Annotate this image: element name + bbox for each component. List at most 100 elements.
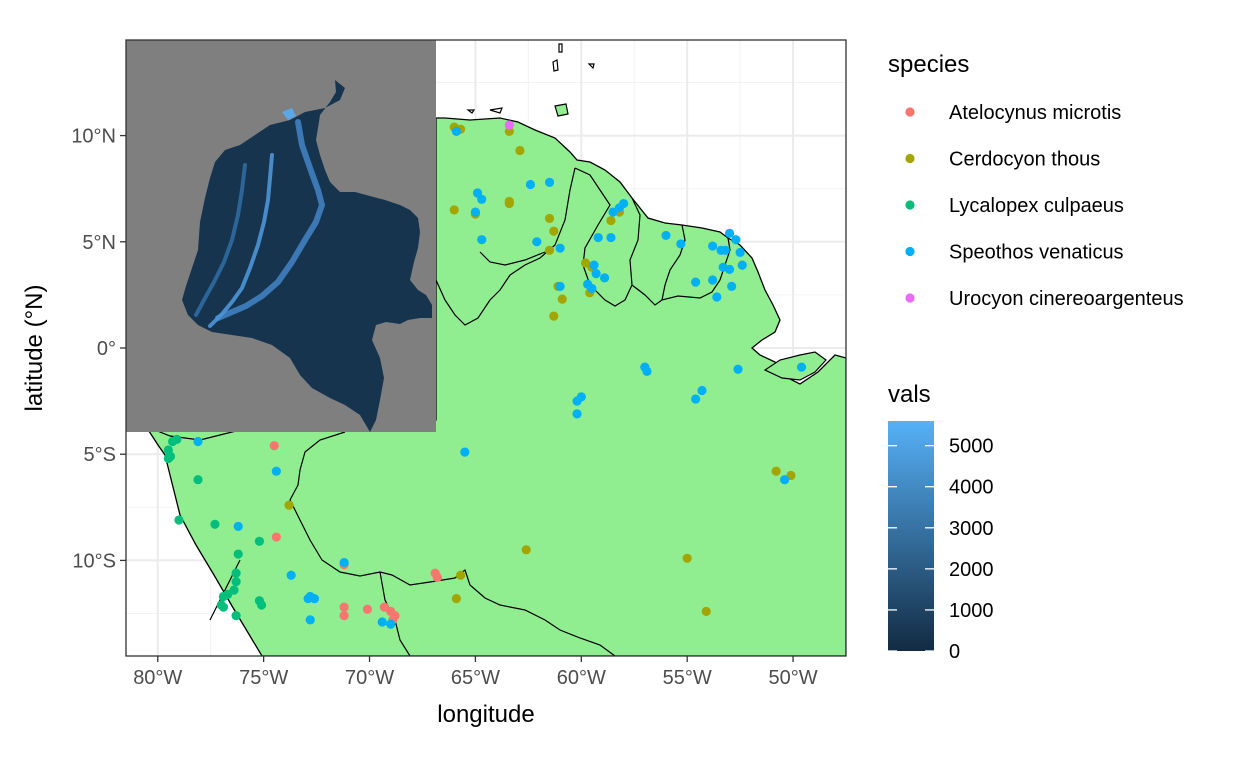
- point-speothos-venaticus: [377, 617, 387, 627]
- point-cerdocyon-thous: [544, 213, 555, 224]
- point-lycalopex-culpaeus: [254, 536, 265, 546]
- point-cerdocyon-thous: [606, 215, 616, 226]
- point-cerdocyon-thous: [449, 205, 459, 215]
- y-axis-title: latitude (°N): [21, 285, 48, 412]
- colorbar-label: 0: [949, 641, 960, 663]
- point-lycalopex-culpaeus: [210, 519, 220, 529]
- x-tick-label: 50°W: [768, 667, 817, 689]
- point-speothos-venaticus: [661, 230, 671, 241]
- colorbar-label: 3000: [949, 518, 994, 540]
- point-urocyon-cinereoargenteus: [504, 120, 514, 130]
- x-tick-label: 80°W: [133, 667, 182, 689]
- point-speothos-venaticus: [305, 615, 315, 625]
- point-speothos-venaticus: [599, 273, 610, 283]
- point-cerdocyon-thous: [284, 500, 294, 510]
- x-axis: 80°W 75°W 70°W 65°W 60°W 55°W 50°W: [133, 656, 818, 689]
- y-tick-label: 0°: [97, 338, 116, 360]
- point-atelocynus-microtis: [271, 532, 281, 542]
- point-speothos-venaticus: [470, 207, 481, 217]
- legend-label: Urocyon cinereoargenteus: [949, 288, 1184, 310]
- island-small-5: [466, 109, 476, 114]
- point-atelocynus-microtis: [339, 611, 349, 621]
- land-mass: [126, 117, 846, 656]
- species-legend-title: species: [888, 51, 969, 78]
- point-speothos-venaticus: [642, 366, 652, 376]
- point-speothos-venaticus: [779, 475, 790, 485]
- vals-legend-title: vals: [888, 381, 931, 408]
- point-lycalopex-culpaeus: [163, 453, 173, 464]
- legend-label: Cerdocyon thous: [949, 149, 1100, 171]
- x-tick-label: 65°W: [451, 667, 500, 689]
- point-speothos-venaticus: [691, 394, 701, 404]
- legend-key: [905, 153, 915, 164]
- point-speothos-venaticus: [477, 194, 487, 204]
- point-atelocynus-microtis: [432, 572, 442, 583]
- andes-ridge-west: [194, 163, 247, 317]
- point-lycalopex-culpaeus: [256, 600, 267, 610]
- occurrence-points: [163, 120, 807, 629]
- x-axis-title: longitude: [437, 701, 534, 728]
- y-tick-label: 10°S: [72, 550, 116, 572]
- island-trinidad: [554, 103, 569, 117]
- point-cerdocyon-thous: [771, 466, 781, 476]
- point-lycalopex-culpaeus: [231, 611, 241, 621]
- point-cerdocyon-thous: [549, 311, 559, 321]
- point-speothos-venaticus: [712, 292, 722, 302]
- point-speothos-venaticus: [707, 241, 718, 251]
- point-speothos-venaticus: [532, 237, 542, 247]
- point-speothos-venaticus: [619, 198, 629, 209]
- point-cerdocyon-thous: [549, 226, 559, 236]
- point-speothos-venaticus: [309, 594, 320, 604]
- point-speothos-venaticus: [707, 275, 718, 285]
- point-atelocynus-microtis: [269, 441, 279, 451]
- island-small-4: [489, 107, 503, 114]
- x-tick-label: 75°W: [239, 667, 288, 689]
- point-speothos-venaticus: [593, 232, 603, 243]
- point-speothos-venaticus: [697, 385, 707, 396]
- point-speothos-venaticus: [286, 570, 296, 580]
- point-cerdocyon-thous: [682, 553, 692, 563]
- point-lycalopex-culpaeus: [218, 591, 229, 602]
- island-small-1: [552, 59, 559, 72]
- elevation-inset: [126, 40, 436, 432]
- point-speothos-venaticus: [460, 447, 470, 457]
- legend-key: [905, 293, 915, 303]
- point-speothos-venaticus: [386, 619, 396, 629]
- point-lycalopex-culpaeus: [231, 568, 241, 578]
- island-small-2: [558, 43, 563, 53]
- y-tick-label: 5°S: [84, 444, 116, 466]
- point-speothos-venaticus: [477, 235, 487, 245]
- y-axis: 10°N 5°N 0° 5°S 10°S: [71, 126, 126, 572]
- point-cerdocyon-thous: [515, 145, 525, 156]
- point-speothos-venaticus: [555, 243, 565, 253]
- point-lycalopex-culpaeus: [218, 602, 229, 612]
- point-speothos-venaticus: [303, 594, 313, 604]
- point-atelocynus-microtis: [390, 611, 400, 621]
- point-speothos-venaticus: [724, 228, 735, 238]
- point-speothos-venaticus: [676, 239, 686, 249]
- point-speothos-venaticus: [589, 260, 599, 270]
- point-cerdocyon-thous: [544, 245, 555, 255]
- point-speothos-venaticus: [796, 362, 807, 372]
- point-lycalopex-culpaeus: [233, 549, 243, 559]
- point-speothos-venaticus: [718, 262, 728, 272]
- point-atelocynus-microtis: [362, 604, 373, 614]
- point-speothos-venaticus: [544, 177, 555, 187]
- point-speothos-venaticus: [339, 557, 349, 568]
- colorbar-label: 1000: [949, 600, 994, 622]
- point-speothos-venaticus: [525, 179, 536, 190]
- legend-key: [905, 246, 915, 257]
- vals-colorbar: [888, 421, 934, 651]
- point-lycalopex-culpaeus: [231, 577, 241, 587]
- colorbar-label: 5000: [949, 436, 994, 458]
- point-speothos-venaticus: [733, 364, 743, 374]
- point-lycalopex-culpaeus: [174, 515, 184, 525]
- legend-label: Speothos venaticus: [949, 242, 1124, 264]
- legend-key: [905, 107, 915, 117]
- point-cerdocyon-thous: [504, 198, 514, 209]
- x-tick-label: 60°W: [557, 667, 606, 689]
- legend-key: [905, 200, 915, 210]
- point-speothos-venaticus: [233, 521, 243, 532]
- point-speothos-venaticus: [731, 235, 741, 245]
